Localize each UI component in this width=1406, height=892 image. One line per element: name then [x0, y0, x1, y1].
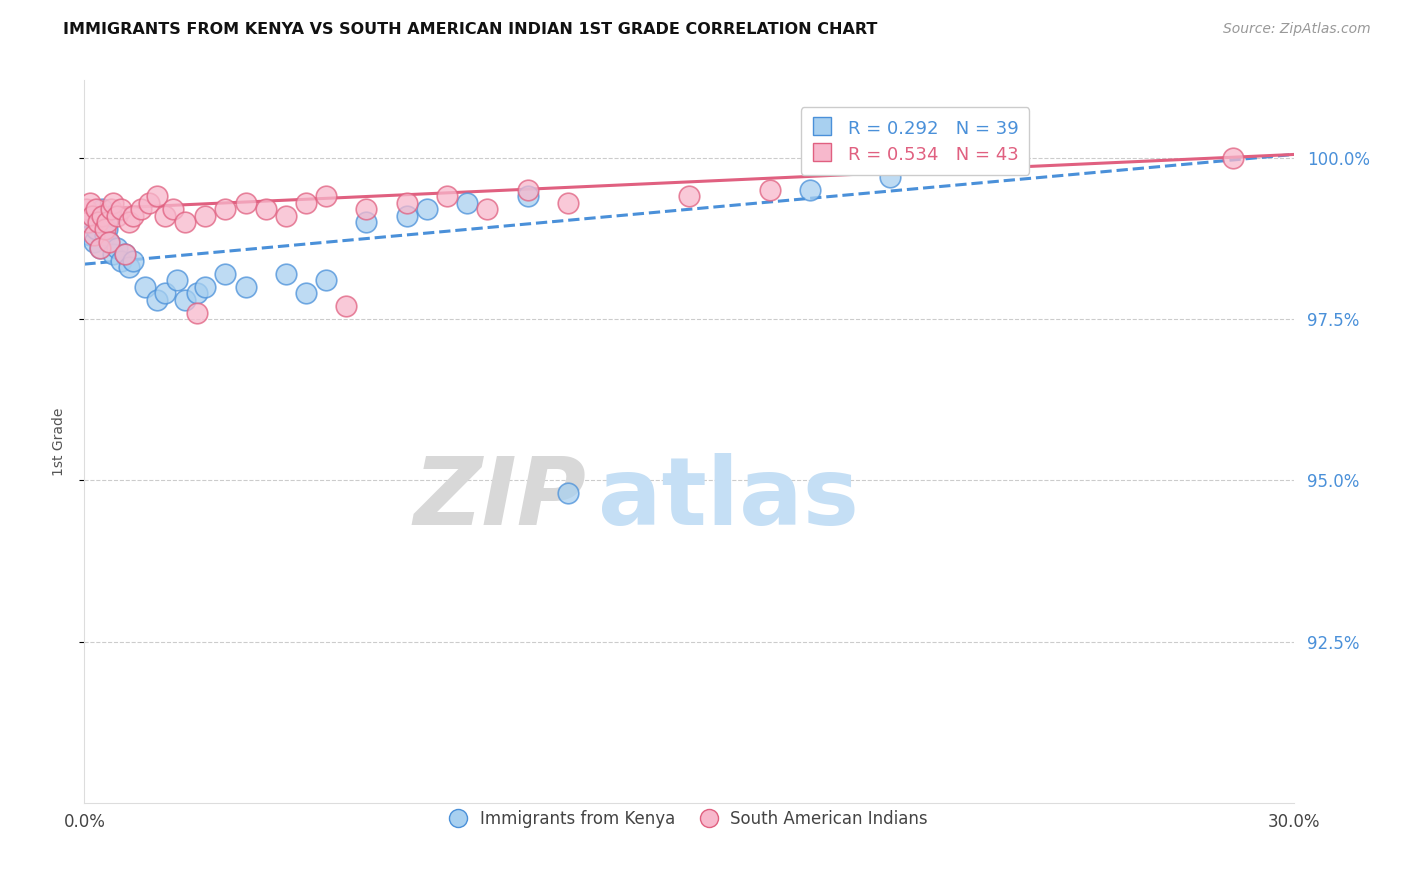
Point — [89, 241, 111, 255]
Point — [235, 279, 257, 293]
Point — [1222, 151, 1244, 165]
Point — [100, 202, 122, 217]
Point — [97, 235, 120, 249]
Point — [77, 215, 100, 229]
Point — [214, 202, 236, 217]
Point — [138, 195, 160, 210]
Point — [79, 195, 101, 210]
Point — [162, 202, 184, 217]
Legend: Immigrants from Kenya, South American Indians: Immigrants from Kenya, South American In… — [443, 803, 935, 834]
Point — [315, 189, 337, 203]
Point — [114, 247, 136, 261]
Point — [799, 183, 821, 197]
Point — [214, 267, 236, 281]
Point — [557, 195, 579, 210]
Point — [295, 286, 318, 301]
Point — [93, 221, 115, 235]
Point — [93, 228, 115, 243]
Point — [166, 273, 188, 287]
Point — [118, 260, 141, 275]
Point — [87, 215, 110, 229]
Point — [100, 209, 122, 223]
Point — [436, 189, 458, 203]
Point — [82, 209, 104, 223]
Point — [678, 189, 700, 203]
Point — [186, 286, 208, 301]
Point — [315, 273, 337, 287]
Point — [174, 293, 197, 307]
Point — [456, 195, 478, 210]
Text: IMMIGRANTS FROM KENYA VS SOUTH AMERICAN INDIAN 1ST GRADE CORRELATION CHART: IMMIGRANTS FROM KENYA VS SOUTH AMERICAN … — [63, 22, 877, 37]
Point — [83, 235, 105, 249]
Point — [274, 209, 297, 223]
Point — [79, 228, 101, 243]
Point — [96, 221, 118, 235]
Point — [416, 202, 439, 217]
Point — [516, 183, 538, 197]
Point — [110, 253, 132, 268]
Point — [129, 202, 152, 217]
Y-axis label: 1st Grade: 1st Grade — [52, 408, 66, 475]
Text: Source: ZipAtlas.com: Source: ZipAtlas.com — [1223, 22, 1371, 37]
Point — [557, 486, 579, 500]
Point — [395, 209, 418, 223]
Point — [186, 305, 208, 319]
Point — [105, 209, 128, 223]
Point — [235, 195, 257, 210]
Point — [274, 267, 297, 281]
Point — [91, 209, 114, 223]
Point — [356, 215, 378, 229]
Point — [194, 209, 217, 223]
Point — [254, 202, 277, 217]
Point — [194, 279, 217, 293]
Point — [101, 247, 124, 261]
Text: ZIP: ZIP — [413, 453, 586, 545]
Point — [91, 202, 114, 217]
Text: atlas: atlas — [599, 453, 859, 545]
Point — [295, 195, 318, 210]
Point — [86, 221, 108, 235]
Point — [960, 151, 983, 165]
Point — [118, 215, 141, 229]
Point — [97, 235, 120, 249]
Point — [114, 247, 136, 261]
Point — [477, 202, 499, 217]
Point — [110, 202, 132, 217]
Point — [395, 195, 418, 210]
Point — [146, 189, 169, 203]
Point — [134, 279, 156, 293]
Point — [87, 215, 110, 229]
Point — [89, 241, 111, 255]
Point — [879, 169, 901, 184]
Point — [101, 195, 124, 210]
Point — [96, 215, 118, 229]
Point — [86, 202, 108, 217]
Point — [77, 215, 100, 229]
Point — [356, 202, 378, 217]
Point — [121, 253, 143, 268]
Point — [146, 293, 169, 307]
Point — [83, 228, 105, 243]
Point — [174, 215, 197, 229]
Point — [516, 189, 538, 203]
Point — [121, 209, 143, 223]
Point — [335, 299, 357, 313]
Point — [75, 202, 97, 217]
Point — [153, 209, 176, 223]
Point — [82, 209, 104, 223]
Point — [758, 183, 780, 197]
Point — [153, 286, 176, 301]
Point — [105, 241, 128, 255]
